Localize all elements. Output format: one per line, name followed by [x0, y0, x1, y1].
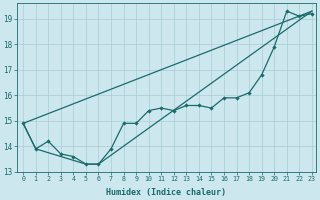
X-axis label: Humidex (Indice chaleur): Humidex (Indice chaleur)	[106, 188, 226, 197]
